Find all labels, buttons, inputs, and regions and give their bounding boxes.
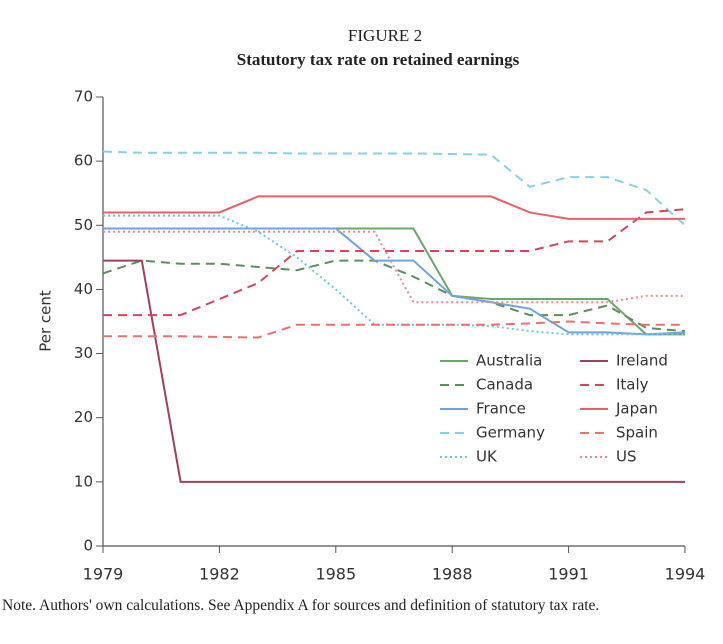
legend-label: Canada: [476, 376, 533, 394]
series-line: [102, 150, 686, 227]
series-line: [103, 227, 685, 336]
series-line: [103, 320, 685, 339]
figure-label: FIGURE 2: [348, 26, 422, 45]
x-tick-label: 1979: [83, 565, 124, 584]
legend-label: Australia: [476, 352, 542, 370]
y-tick-label: 10: [74, 472, 93, 490]
y-tick-label: 30: [74, 344, 93, 362]
y-tick-label: 60: [74, 152, 93, 170]
series-line: [103, 230, 685, 304]
series-line: [103, 195, 685, 220]
y-tick-label: 40: [74, 280, 93, 298]
x-tick-label: 1991: [548, 565, 589, 584]
series-line: [103, 259, 685, 483]
series-line: [102, 259, 686, 333]
y-tick-label: 0: [83, 537, 93, 555]
legend-label: France: [476, 400, 526, 418]
x-tick-label: 1994: [665, 565, 706, 584]
x-tick-label: 1982: [199, 565, 240, 584]
y-tick-label: 50: [74, 216, 93, 234]
legend-label: Japan: [615, 400, 658, 418]
note: Note. Authors' own calculations. See App…: [2, 597, 600, 614]
series-line: [103, 214, 685, 336]
legend-label: Germany: [476, 424, 545, 442]
legend-label: Italy: [616, 376, 649, 394]
legend-label: UK: [476, 448, 498, 466]
series-line: [103, 208, 686, 317]
series-line: [103, 227, 686, 336]
y-axis-label: Per cent: [37, 290, 55, 352]
y-tick-label: 20: [74, 408, 93, 426]
chart: FIGURE 2 Statutory tax rate on retained …: [37, 26, 706, 584]
chart-title: Statutory tax rate on retained earnings: [237, 50, 520, 69]
x-tick-label: 1988: [432, 565, 473, 584]
y-tick-label: 70: [74, 88, 93, 106]
legend-label: US: [616, 448, 637, 466]
legend-label: Ireland: [616, 352, 668, 370]
x-tick-label: 1985: [315, 565, 356, 584]
legend-label: Spain: [616, 424, 658, 442]
